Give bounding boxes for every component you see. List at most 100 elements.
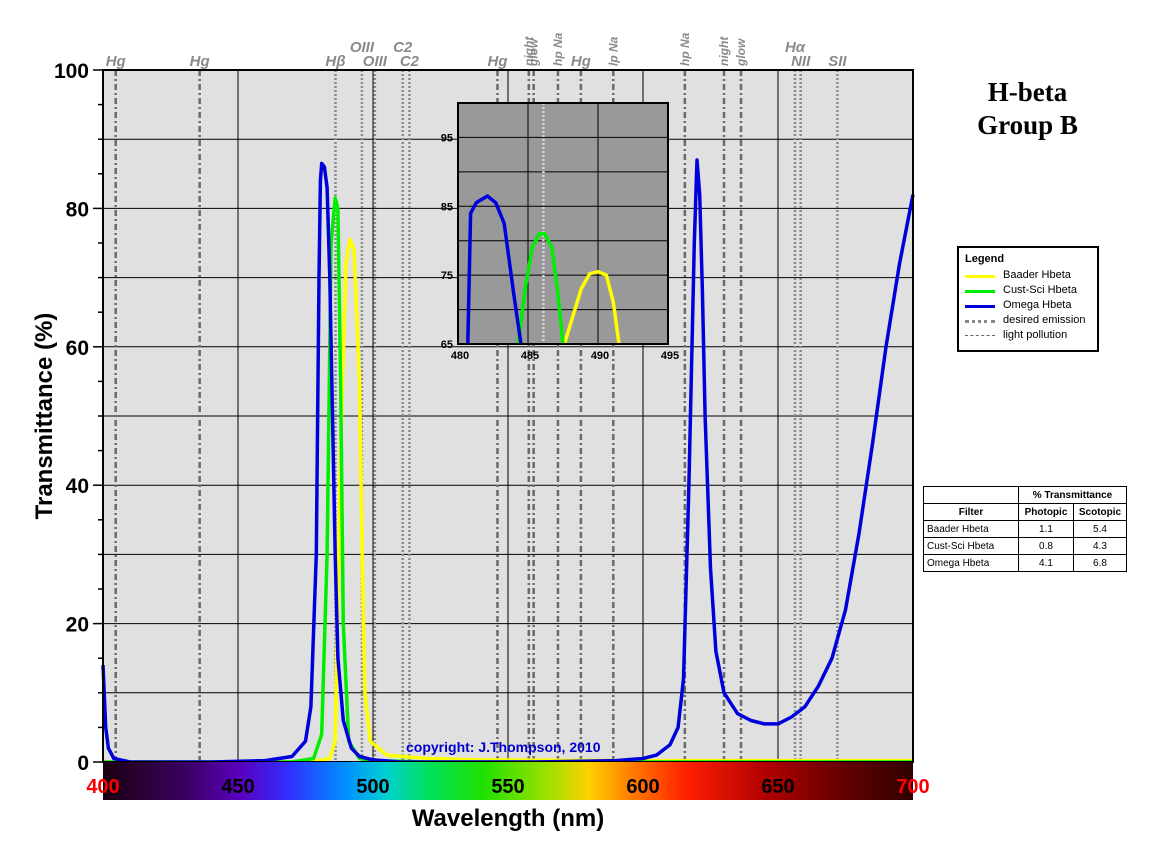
- series-line-baader-hbeta: [103, 237, 913, 764]
- inset-grid: [458, 103, 668, 344]
- emission-label: C2: [393, 39, 413, 56]
- inset-plot-area: [458, 103, 668, 344]
- legend-item: Baader Hbeta: [965, 269, 1100, 284]
- table-group-header: % Transmittance: [1018, 486, 1127, 504]
- emission-label: glow: [734, 38, 748, 67]
- table-cell-filter: Omega Hbeta: [923, 554, 1019, 572]
- legend-swatch-baader: [965, 275, 995, 278]
- table-header-blank: [923, 486, 1019, 504]
- legend-label: light pollution: [1003, 329, 1068, 341]
- x-axis-label: Wavelength (nm): [412, 805, 604, 832]
- inset-y-tick-label: 95: [441, 132, 453, 144]
- legend-item: desired emission: [965, 314, 1100, 329]
- inset-y-tick-label: 65: [441, 339, 453, 351]
- legend-label: desired emission: [1003, 314, 1086, 326]
- inset-y-tick-label: 75: [441, 270, 453, 282]
- table-col-scotopic: Scotopic: [1073, 503, 1127, 521]
- legend-label: Omega Hbeta: [1003, 299, 1072, 311]
- inset-chart: 65 75 85 95 480 485 490 495: [441, 102, 679, 362]
- legend-label: Baader Hbeta: [1003, 269, 1071, 281]
- emission-label: Hg: [106, 53, 126, 70]
- legend-swatch-custsci: [965, 290, 995, 293]
- emission-label: Hβ: [325, 53, 345, 70]
- emission-label: Hg: [571, 53, 591, 70]
- table-cell-scotopic: 6.8: [1073, 554, 1127, 572]
- x-tick-label: 600: [626, 776, 659, 798]
- legend-title: Legend: [965, 253, 1005, 265]
- legend-swatch-omega: [965, 305, 995, 308]
- inset-series-line-baader-hbeta: [562, 269, 621, 345]
- y-tick-label: 40: [66, 475, 89, 498]
- y-tick-label: 100: [54, 60, 89, 83]
- inset-x-tick-label: 480: [451, 350, 469, 362]
- inset-frame: [457, 102, 669, 345]
- legend-item: Omega Hbeta: [965, 299, 1100, 314]
- table-row: Cust-Sci Hbeta 0.8 4.3: [923, 537, 1127, 555]
- table-cell-filter: Cust-Sci Hbeta: [923, 537, 1019, 555]
- table-cell-filter: Baader Hbeta: [923, 520, 1019, 538]
- x-tick-label: 450: [221, 776, 254, 798]
- inset-series: [466, 194, 621, 345]
- y-tick-label: 80: [66, 198, 89, 221]
- series-line-omega-hbeta: [101, 158, 915, 764]
- legend-label: Cust-Sci Hbeta: [1003, 284, 1077, 296]
- inset-x-tick-label: 490: [591, 350, 609, 362]
- inset-y-tick-label: 85: [441, 201, 453, 213]
- legend: Legend Baader Hbeta Cust-Sci Hbeta Omega…: [957, 246, 1099, 352]
- inset-x-tick-label: 485: [521, 350, 539, 362]
- table-header-row: Filter Photopic Scotopic: [923, 503, 1127, 521]
- x-tick-label: 500: [356, 776, 389, 798]
- spectrum-bar: [103, 762, 913, 800]
- table-col-photopic: Photopic: [1018, 503, 1074, 521]
- x-tick-label: 650: [761, 776, 794, 798]
- legend-item: Cust-Sci Hbeta: [965, 284, 1100, 299]
- inset-series-line-cust-sci-hbeta: [516, 232, 565, 345]
- x-axis-ticks: 400 450 500 550 600 650 700: [86, 776, 929, 798]
- x-tick-label: 700: [896, 776, 929, 798]
- emission-label: Hg: [190, 53, 210, 70]
- y-tick-label: 60: [66, 337, 89, 360]
- legend-swatch-desired: [965, 320, 995, 323]
- y-tick-label: 0: [77, 752, 89, 775]
- table-cell-photopic: 1.1: [1018, 520, 1074, 538]
- x-tick-label: 550: [491, 776, 524, 798]
- emission-label: night: [522, 36, 536, 66]
- emission-label: OIII: [363, 53, 388, 70]
- legend-item: light pollution: [965, 329, 1100, 344]
- emission-label: OIII: [350, 39, 375, 56]
- inset-ticks: 65 75 85 95 480 485 490 495: [441, 132, 679, 362]
- emission-label: lp Na: [606, 36, 620, 66]
- copyright-text: copyright: J.Thompson, 2010: [406, 739, 601, 755]
- y-tick-label: 20: [66, 614, 89, 637]
- table-cell-scotopic: 5.4: [1073, 520, 1127, 538]
- emission-label: hp Na: [678, 32, 692, 66]
- emission-label: Hα: [785, 39, 806, 56]
- legend-swatch-pollution: [965, 335, 995, 336]
- emission-label: night: [717, 36, 731, 66]
- table-cell-scotopic: 4.3: [1073, 537, 1127, 555]
- emission-label: Hg: [487, 53, 507, 70]
- transmittance-table: % Transmittance Filter Photopic Scotopic…: [923, 486, 1127, 572]
- emission-label: glow: [527, 38, 541, 67]
- emission-label: NII: [791, 53, 811, 70]
- y-axis-ticks: 0 20 40 60 80 100: [54, 60, 103, 775]
- y-axis-label: Transmittance (%): [31, 313, 58, 520]
- figure-title: H-beta Group B: [955, 76, 1100, 142]
- table-row: Baader Hbeta 1.1 5.4: [923, 520, 1127, 538]
- inset-x-tick-label: 495: [661, 350, 679, 362]
- table-cell-photopic: 0.8: [1018, 537, 1074, 555]
- figure-title-line1: H-beta: [987, 77, 1068, 107]
- emission-label: C2: [400, 53, 420, 70]
- main-series: [101, 158, 915, 764]
- table-header-row: % Transmittance: [923, 486, 1127, 504]
- table-col-filter: Filter: [923, 503, 1019, 521]
- emission-label: hp Na: [551, 32, 565, 66]
- emission-label: SII: [828, 53, 847, 70]
- x-tick-label: 400: [86, 776, 119, 798]
- inset-series-line-omega-hbeta: [466, 194, 523, 345]
- figure-title-line2: Group B: [977, 110, 1078, 140]
- table-cell-photopic: 4.1: [1018, 554, 1074, 572]
- table-row: Omega Hbeta 4.1 6.8: [923, 554, 1127, 572]
